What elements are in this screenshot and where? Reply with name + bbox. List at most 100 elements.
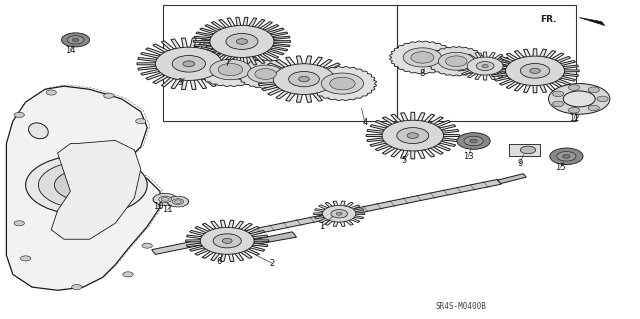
Text: FR.: FR. [540,15,557,24]
Circle shape [336,212,342,215]
Polygon shape [153,193,177,205]
Circle shape [382,120,444,151]
Circle shape [548,84,610,114]
Text: 8: 8 [420,69,425,78]
Circle shape [67,36,84,44]
Circle shape [38,161,134,209]
Polygon shape [366,112,460,159]
Polygon shape [308,67,376,100]
Circle shape [14,112,24,117]
Circle shape [331,210,348,218]
Circle shape [172,56,205,72]
Circle shape [255,69,276,79]
Circle shape [323,205,356,222]
Circle shape [123,272,133,277]
Circle shape [482,64,488,68]
Circle shape [183,61,195,67]
Ellipse shape [29,123,48,139]
Circle shape [568,85,580,90]
Polygon shape [314,201,365,226]
FancyBboxPatch shape [509,144,540,156]
Circle shape [159,196,172,203]
Circle shape [273,64,335,94]
Circle shape [588,87,599,93]
Polygon shape [196,53,264,86]
Circle shape [563,91,595,107]
Circle shape [46,90,56,95]
Circle shape [142,243,152,248]
Circle shape [568,108,580,113]
Circle shape [520,63,550,78]
Circle shape [299,77,309,82]
Polygon shape [257,56,351,102]
Circle shape [403,48,442,67]
Polygon shape [167,196,189,207]
Circle shape [54,169,118,201]
Circle shape [61,33,90,47]
Circle shape [457,133,490,149]
Circle shape [530,68,540,73]
Circle shape [236,39,248,44]
Text: 3: 3 [178,78,183,87]
Circle shape [411,52,434,63]
Polygon shape [210,232,296,252]
Circle shape [470,139,477,143]
Polygon shape [579,18,605,26]
Circle shape [26,155,147,215]
Polygon shape [193,17,291,66]
Circle shape [213,234,241,248]
Circle shape [407,133,419,138]
Circle shape [161,197,169,201]
Circle shape [438,52,474,70]
Circle shape [72,38,79,41]
Circle shape [467,57,503,75]
Text: 6: 6 [216,257,221,266]
Circle shape [506,56,564,85]
Circle shape [172,199,184,204]
Text: 5: 5 [402,156,407,165]
Polygon shape [457,52,513,80]
Circle shape [104,93,114,98]
Circle shape [321,73,364,94]
Circle shape [597,96,608,102]
Circle shape [397,128,429,144]
Polygon shape [390,41,455,74]
Text: 12: 12 [569,114,579,123]
Circle shape [289,71,319,87]
Polygon shape [137,38,241,90]
Circle shape [218,63,243,76]
Polygon shape [237,60,294,88]
Circle shape [175,200,181,203]
Polygon shape [6,86,160,290]
Circle shape [588,105,599,111]
Circle shape [14,221,24,226]
Text: 2: 2 [269,259,275,268]
Polygon shape [51,140,141,239]
Circle shape [210,26,274,57]
Circle shape [136,119,146,124]
Text: 9: 9 [517,159,522,168]
Circle shape [557,152,576,161]
Text: 13: 13 [463,152,474,161]
Text: 14: 14 [65,46,76,55]
Circle shape [563,154,570,158]
Circle shape [552,91,564,97]
Text: 15: 15 [556,163,566,172]
Circle shape [445,56,467,67]
Circle shape [222,238,232,243]
Text: 11: 11 [163,205,173,214]
Polygon shape [491,49,579,93]
Text: 7: 7 [225,59,230,68]
Text: 4: 4 [362,118,367,127]
Circle shape [476,62,494,70]
Circle shape [248,65,284,83]
Circle shape [550,148,583,165]
Circle shape [72,285,82,290]
Circle shape [520,146,536,154]
Circle shape [210,59,251,80]
Polygon shape [498,174,526,184]
Circle shape [464,136,483,146]
Text: 1: 1 [319,222,324,231]
Text: SR4S-M0400B: SR4S-M0400B [435,302,486,311]
Circle shape [552,101,564,107]
